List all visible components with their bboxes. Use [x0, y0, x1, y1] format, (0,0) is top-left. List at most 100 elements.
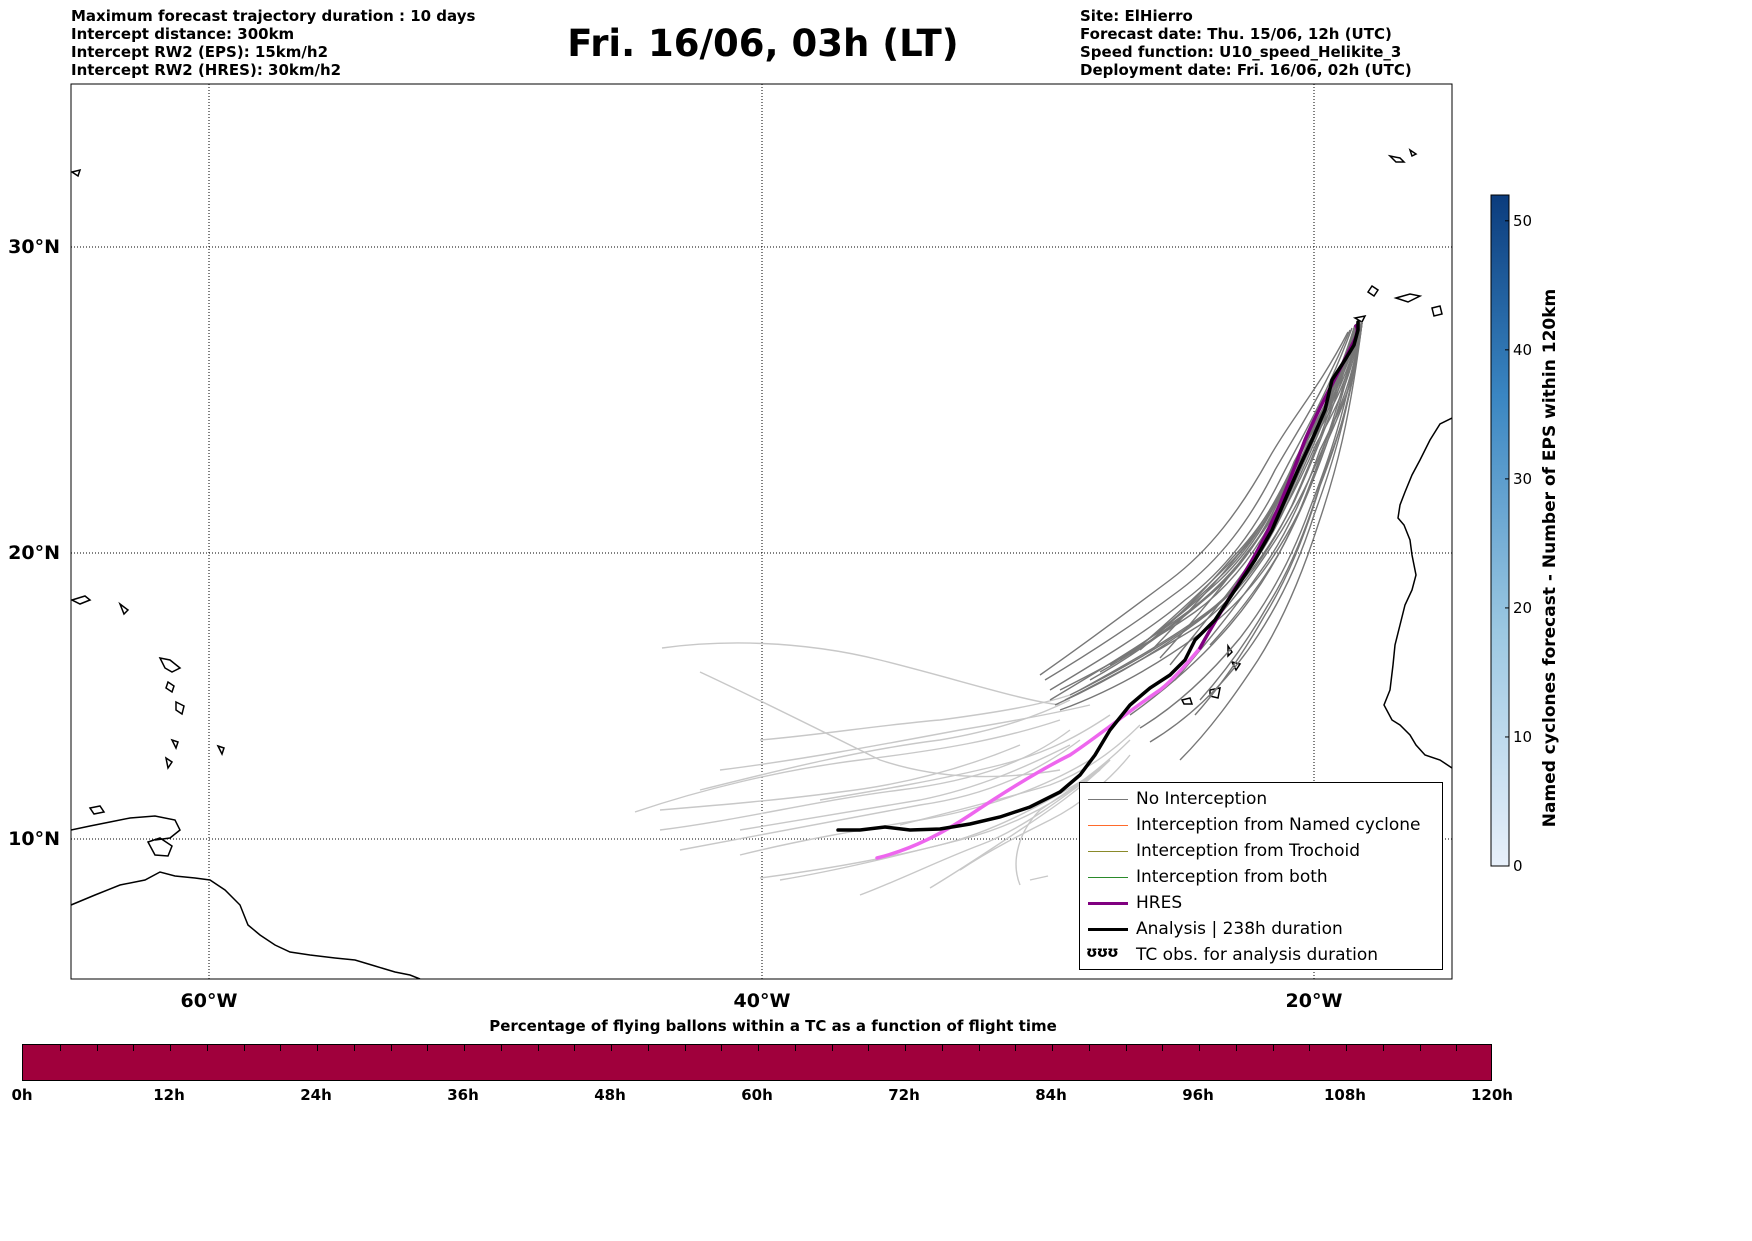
island-5 — [175, 700, 185, 716]
lat-label-20n: 20°N — [8, 542, 60, 564]
bar-minor-tick — [978, 1045, 980, 1051]
legend-item-named-cyclone: Interception from Named cyclone — [1080, 813, 1442, 839]
legend-item-analysis: Analysis | 238h duration — [1080, 917, 1442, 943]
bar-minor-tick — [500, 1045, 502, 1051]
bar-minor-tick — [1162, 1045, 1164, 1051]
bar-minor-tick — [1419, 1045, 1421, 1051]
bar-minor-tick — [317, 1045, 318, 1051]
flight-time-tick-label: 84h — [1035, 1086, 1067, 1104]
flight-time-tick-label: 60h — [741, 1086, 773, 1104]
cape-verde-1 — [1180, 697, 1194, 705]
lon-label-60w: 60°W — [181, 990, 238, 1012]
forecast-date-text: Forecast date: Thu. 15/06, 12h (UTC) — [1080, 25, 1392, 43]
island-2 — [118, 601, 130, 616]
south-america-coast — [71, 871, 421, 979]
island-3 — [158, 656, 182, 673]
legend-swatch — [1088, 851, 1128, 852]
bar-minor-tick — [1125, 1045, 1127, 1051]
bar-minor-tick — [1456, 1045, 1458, 1051]
bar-minor-tick — [133, 1045, 135, 1051]
colorbar-tick-label: 20 — [1513, 599, 1532, 617]
legend-swatch — [1088, 825, 1128, 826]
bar-minor-tick — [647, 1045, 649, 1051]
flight-time-tick-label: 0h — [11, 1086, 33, 1104]
bar-minor-tick — [941, 1045, 943, 1051]
colorbar-title: Named cyclones forecast - Number of EPS … — [1540, 289, 1560, 828]
bar-minor-tick — [868, 1045, 870, 1051]
flight-time-tick-label: 48h — [594, 1086, 626, 1104]
legend-item-tc-obs: ʊʊʊ TC obs. for analysis duration — [1080, 943, 1442, 969]
lat-label-30n: 30°N — [8, 236, 60, 258]
bar-minor-tick — [1088, 1045, 1090, 1051]
legend-item-both: Interception from both — [1080, 865, 1442, 891]
canary-coast-bit — [1352, 314, 1367, 324]
coastlines — [71, 148, 1452, 979]
legend-label: Interception from Named cyclone — [1136, 815, 1421, 835]
bar-minor-tick — [758, 1045, 759, 1051]
lon-label-20w: 20°W — [1286, 990, 1343, 1012]
header-info-right: Site: ElHierro Forecast date: Thu. 15/06… — [1080, 7, 1412, 79]
flight-time-bar — [22, 1044, 1492, 1081]
bar-minor-tick — [684, 1045, 686, 1051]
bar-minor-tick — [243, 1045, 245, 1051]
graticule — [71, 84, 1452, 979]
bar-minor-tick — [280, 1045, 282, 1051]
colorbar-gradient — [1490, 194, 1510, 867]
legend-label: No Interception — [1136, 789, 1268, 809]
africa-coast — [1383, 417, 1452, 769]
bar-minor-tick — [831, 1045, 833, 1051]
analysis-track — [836, 320, 1360, 832]
bar-minor-tick — [1309, 1045, 1311, 1051]
legend-label: TC obs. for analysis duration — [1136, 945, 1379, 965]
legend-item-no-interception: No Interception — [1080, 787, 1442, 813]
header-info-left: Maximum forecast trajectory duration : 1… — [71, 7, 475, 79]
max-duration-text: Maximum forecast trajectory duration : 1… — [71, 7, 476, 25]
flight-time-tick-label: 36h — [447, 1086, 479, 1104]
bar-minor-tick — [1015, 1045, 1017, 1051]
bar-minor-tick — [1199, 1045, 1200, 1051]
legend-item-hres: HRES — [1080, 891, 1442, 917]
legend-swatch — [1088, 877, 1128, 878]
legend-label: Interception from both — [1136, 867, 1328, 887]
bar-minor-tick — [464, 1045, 465, 1051]
legend-label: Analysis | 238h duration — [1136, 919, 1343, 939]
colorbar: 0 10 20 30 40 50 Named cyclones forecast - Nu… — [1490, 194, 1560, 875]
bar-minor-tick — [1235, 1045, 1237, 1051]
madeira-1 — [1387, 154, 1406, 163]
bar-minor-tick — [905, 1045, 906, 1051]
bottom-bar-title: Percentage of flying ballons within a TC… — [489, 1017, 1057, 1035]
bar-minor-tick — [96, 1045, 98, 1051]
bar-minor-tick — [353, 1045, 355, 1051]
legend-swatch — [1088, 902, 1128, 905]
colorbar-tick-label: 50 — [1513, 212, 1532, 230]
bar-minor-tick — [794, 1045, 796, 1051]
flight-time-tick-label: 120h — [1471, 1086, 1513, 1104]
caribbean-coast — [71, 815, 181, 841]
island-6 — [170, 738, 179, 750]
island-4 — [165, 680, 175, 694]
speed-function-text: Speed function: U10_speed_Helikite_3 — [1080, 43, 1402, 61]
page-title: Fri. 16/06, 03h (LT) — [567, 22, 959, 65]
legend-swatch — [1088, 799, 1128, 800]
azores-1 — [1408, 148, 1418, 158]
island-8 — [216, 744, 225, 756]
flight-time-tick-label: 24h — [300, 1086, 332, 1104]
legend-swatch — [1088, 928, 1128, 931]
island-7 — [164, 756, 174, 770]
deployment-date-text: Deployment date: Fri. 16/06, 02h (UTC) — [1080, 61, 1412, 79]
flight-time-tick-label: 96h — [1182, 1086, 1214, 1104]
bar-minor-tick — [1052, 1045, 1053, 1051]
bar-minor-tick — [537, 1045, 539, 1051]
bar-minor-tick — [206, 1045, 208, 1051]
bar-minor-tick — [574, 1045, 576, 1051]
bar-minor-tick — [59, 1045, 61, 1051]
colorbar-tick-label: 30 — [1513, 470, 1532, 488]
trajectories-no-interception — [1039, 321, 1363, 761]
bar-minor-tick — [1346, 1045, 1347, 1051]
bar-minor-tick — [170, 1045, 171, 1051]
flight-time-tick-label: 12h — [153, 1086, 185, 1104]
legend-label: Interception from Trochoid — [1136, 841, 1360, 861]
trinidad-island — [146, 837, 173, 857]
bar-minor-tick — [390, 1045, 392, 1051]
bar-minor-tick — [721, 1045, 723, 1051]
